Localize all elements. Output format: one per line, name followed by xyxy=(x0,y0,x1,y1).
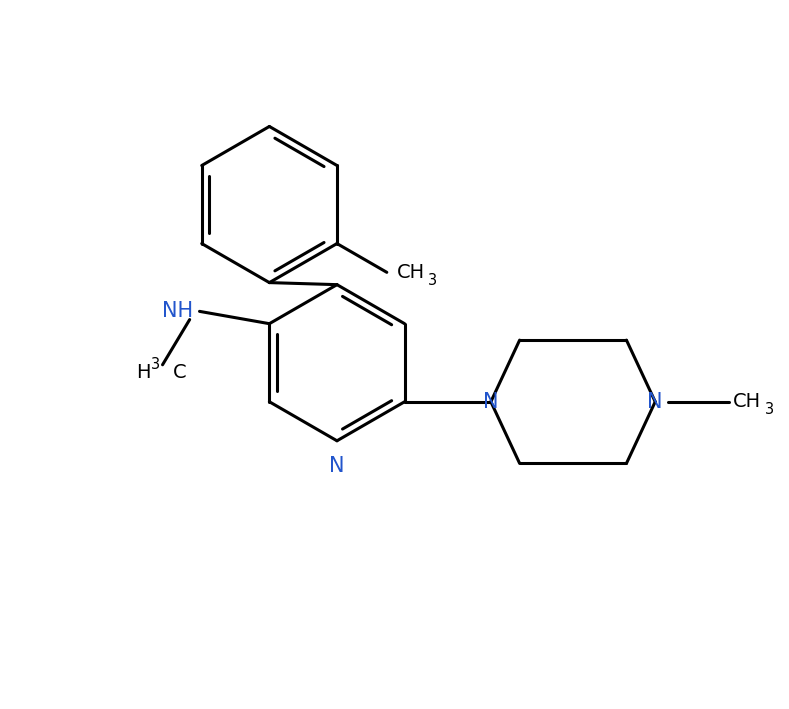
Text: 3: 3 xyxy=(765,403,774,418)
Text: N: N xyxy=(483,392,499,412)
Text: C: C xyxy=(174,364,187,382)
Text: N: N xyxy=(329,456,345,476)
Text: NH: NH xyxy=(162,301,193,321)
Text: CH: CH xyxy=(733,392,761,411)
Text: 3: 3 xyxy=(428,273,437,288)
Text: N: N xyxy=(648,392,663,412)
Text: CH: CH xyxy=(397,263,424,281)
Text: H: H xyxy=(136,364,150,382)
Text: 3: 3 xyxy=(151,357,160,372)
